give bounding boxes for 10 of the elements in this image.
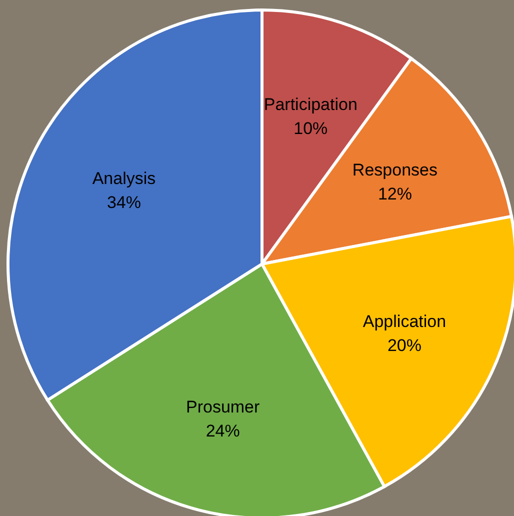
slice-label: Application — [362, 312, 446, 332]
slice-label: Responses — [352, 160, 438, 180]
data-label: 20% — [387, 336, 422, 356]
slice-label: Analysis — [92, 169, 156, 188]
data-label: 34% — [106, 193, 142, 212]
slice-label: Prosumer — [186, 398, 260, 417]
data-label: 10% — [294, 119, 328, 138]
data-label: 12% — [378, 184, 412, 204]
slice-label: Participation — [264, 95, 358, 114]
data-label: 24% — [206, 422, 240, 441]
